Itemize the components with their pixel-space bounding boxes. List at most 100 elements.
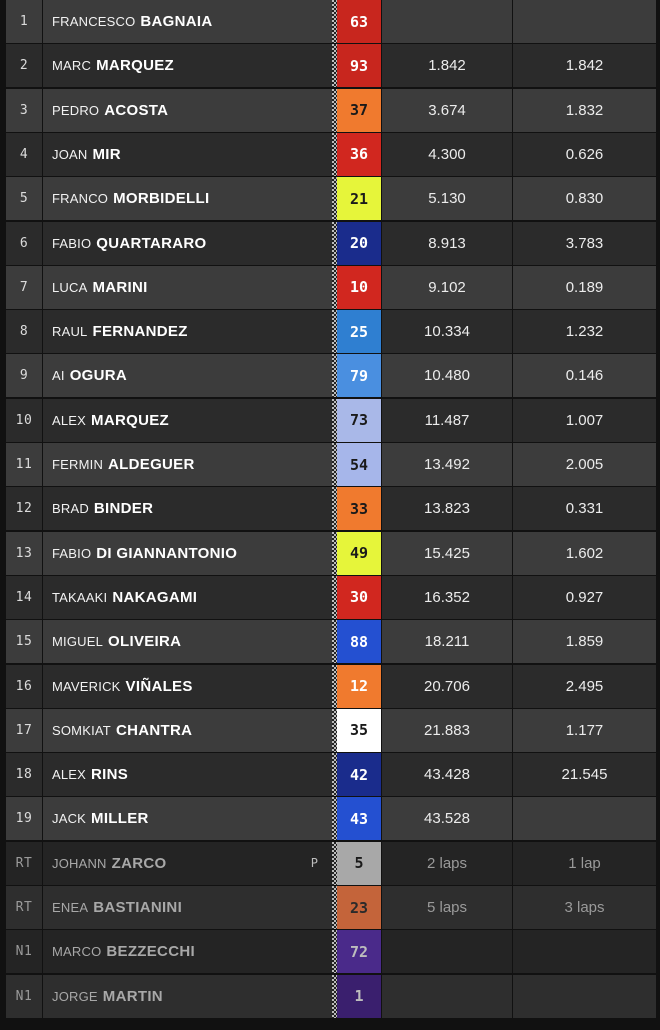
table-row[interactable]: 15 MIGUEL OLIVEIRA 88 18.211 1.859 (0, 620, 660, 664)
gap-cell: 43.528 (382, 797, 512, 841)
table-row[interactable]: 3 PEDRO ACOSTA 37 3.674 1.832 (0, 88, 660, 132)
table-row[interactable]: 16 MAVERICK VIÑALES 12 20.706 2.495 (0, 664, 660, 708)
penalty-marker: P (310, 856, 318, 871)
rider-name-cell: JOAN MIR (43, 132, 332, 176)
rider-number-badge: 33 (337, 487, 381, 531)
gap-cell: 20.706 (382, 664, 512, 708)
rider-last-name: ZARCO (111, 854, 167, 872)
rider-first-name: TAKAAKI (52, 589, 108, 605)
table-row[interactable]: 9 AI OGURA 79 10.480 0.146 (0, 354, 660, 398)
table-row[interactable]: 5 FRANCO MORBIDELLI 21 5.130 0.830 (0, 177, 660, 221)
table-row[interactable]: 6 FABIO QUARTARARO 20 8.913 3.783 (0, 221, 660, 265)
position-cell: 2 (6, 44, 42, 88)
rider-number-badge: 36 (337, 132, 381, 176)
position-cell: 16 (6, 664, 42, 708)
table-row[interactable]: 17 SOMKIAT CHANTRA 35 21.883 1.177 (0, 708, 660, 752)
rider-last-name: FERNANDEZ (92, 323, 188, 341)
checkered-flag-divider (332, 354, 337, 398)
checkered-flag-divider (332, 221, 337, 265)
position-cell: RT (6, 886, 42, 929)
checkered-flag-divider (332, 575, 337, 619)
rider-last-name: RINS (91, 766, 129, 784)
rider-last-name: BAGNAIA (140, 13, 213, 30)
table-row[interactable]: 4 JOAN MIR 36 4.300 0.626 (0, 132, 660, 176)
table-row[interactable]: N1 MARCO BEZZECCHI 72 (0, 930, 660, 974)
checkered-flag-divider (332, 132, 337, 176)
rider-last-name: OLIVEIRA (108, 633, 182, 651)
table-row[interactable]: RT JOHANN ZARCO P 5 2 laps 1 lap (0, 841, 660, 885)
rider-first-name: RAUL (52, 324, 88, 340)
position-cell: 14 (6, 575, 42, 619)
rider-name-cell: ALEX MARQUEZ (43, 398, 332, 442)
interval-cell: 1.842 (513, 44, 656, 88)
rider-name-cell: TAKAAKI NAKAGAMI (43, 575, 332, 619)
rider-last-name: MARTIN (102, 987, 163, 1005)
rider-number-badge: 79 (337, 354, 381, 398)
table-row[interactable]: 1 FRANCESCO BAGNAIA 63 (0, 0, 660, 43)
rider-name-cell: MAVERICK VIÑALES (43, 664, 332, 708)
checkered-flag-divider (332, 531, 337, 575)
position-cell: 11 (6, 443, 42, 486)
interval-cell: 1.177 (513, 708, 656, 752)
position-cell: 4 (6, 132, 42, 176)
position-cell: 3 (6, 88, 42, 132)
table-row[interactable]: 13 FABIO DI GIANNANTONIO 49 15.425 1.602 (0, 531, 660, 575)
interval-cell: 3.783 (513, 221, 656, 265)
rider-number-badge: 1 (337, 974, 381, 1018)
checkered-flag-divider (332, 443, 337, 486)
table-row[interactable]: N1 JORGE MARTIN 1 (0, 974, 660, 1018)
checkered-flag-divider (332, 753, 337, 797)
rider-last-name: BASTIANINI (93, 899, 183, 916)
gap-cell: 18.211 (382, 620, 512, 664)
rider-last-name: DI GIANNANTONIO (96, 544, 238, 562)
gap-cell: 15.425 (382, 531, 512, 575)
table-row[interactable]: 2 MARC MARQUEZ 93 1.842 1.842 (0, 44, 660, 88)
rider-first-name: JORGE (52, 988, 98, 1004)
rider-name-cell: RAUL FERNANDEZ (43, 310, 332, 354)
rider-last-name: MILLER (91, 810, 149, 828)
rider-name-cell: FABIO DI GIANNANTONIO (43, 531, 332, 575)
checkered-flag-divider (332, 88, 337, 132)
rider-number-badge: 20 (337, 221, 381, 265)
rider-name-cell: MARC MARQUEZ (43, 44, 332, 88)
position-cell: 1 (6, 0, 42, 43)
rider-number-badge: 37 (337, 88, 381, 132)
position-cell: 13 (6, 531, 42, 575)
gap-cell: 10.334 (382, 310, 512, 354)
table-row[interactable]: RT ENEA BASTIANINI 23 5 laps 3 laps (0, 886, 660, 929)
interval-cell: 1.007 (513, 398, 656, 442)
rider-number-badge: 42 (337, 753, 381, 797)
checkered-flag-divider (332, 44, 337, 88)
table-row[interactable]: 10 ALEX MARQUEZ 73 11.487 1.007 (0, 398, 660, 442)
interval-cell: 2.495 (513, 664, 656, 708)
table-row[interactable]: 11 FERMIN ALDEGUER 54 13.492 2.005 (0, 443, 660, 486)
table-row[interactable]: 12 BRAD BINDER 33 13.823 0.331 (0, 487, 660, 531)
rider-number-badge: 23 (337, 886, 381, 929)
rider-name-cell: BRAD BINDER (43, 487, 332, 531)
rider-first-name: FABIO (52, 545, 92, 561)
rider-last-name: MARQUEZ (96, 57, 175, 75)
rider-number-badge: 93 (337, 44, 381, 88)
position-cell: 10 (6, 398, 42, 442)
table-row[interactable]: 7 LUCA MARINI 10 9.102 0.189 (0, 265, 660, 309)
interval-cell: 0.830 (513, 177, 656, 221)
position-cell: 17 (6, 708, 42, 752)
gap-cell: 13.492 (382, 443, 512, 486)
table-row[interactable]: 14 TAKAAKI NAKAGAMI 30 16.352 0.927 (0, 575, 660, 619)
position-cell: 18 (6, 753, 42, 797)
rider-first-name: FERMIN (52, 457, 104, 472)
interval-cell: 1.832 (513, 88, 656, 132)
rider-last-name: CHANTRA (115, 721, 193, 739)
position-cell: 6 (6, 221, 42, 265)
rider-first-name: LUCA (52, 279, 88, 295)
rider-last-name: OGURA (69, 367, 128, 385)
rider-last-name: VIÑALES (125, 677, 193, 695)
rider-first-name: FABIO (52, 235, 92, 251)
gap-cell: 5.130 (382, 177, 512, 221)
gap-cell: 5 laps (382, 886, 512, 929)
rider-name-cell: SOMKIAT CHANTRA (43, 708, 332, 752)
table-row[interactable]: 8 RAUL FERNANDEZ 25 10.334 1.232 (0, 310, 660, 354)
table-row[interactable]: 18 ALEX RINS 42 43.428 21.545 (0, 753, 660, 797)
interval-cell: 3 laps (513, 886, 656, 929)
table-row[interactable]: 19 JACK MILLER 43 43.528 (0, 797, 660, 841)
